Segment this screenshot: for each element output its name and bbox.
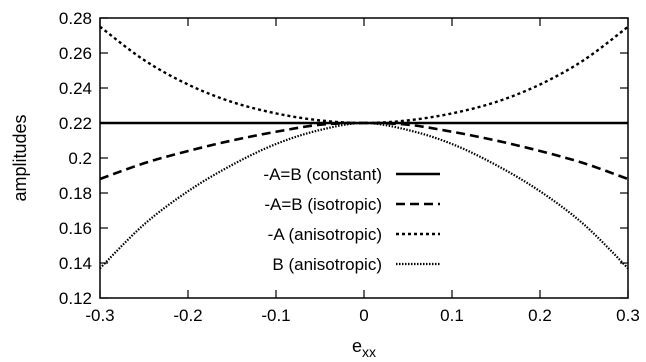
x-tick-label: 0.2: [528, 306, 552, 325]
series-line-4: [99, 121, 629, 270]
y-tick-label: 0.26: [59, 44, 92, 63]
x-tick-label: -0.1: [261, 306, 290, 325]
legend: -A=B (constant) -A=B (isotropic) -A (aniso…: [263, 165, 440, 274]
y-tick-label: 0.16: [59, 219, 92, 238]
series-group: [99, 25, 629, 270]
y-tick-label: 0.18: [59, 184, 92, 203]
y-tick-label: 0.28: [59, 9, 92, 28]
y-axis-label: amplitudes: [10, 114, 30, 201]
x-axis-label-main: e: [352, 336, 362, 356]
y-tick-label: 0.2: [68, 149, 92, 168]
legend-label: -A=B (constant): [263, 165, 382, 184]
x-tick-label: -0.2: [173, 306, 202, 325]
ticks: -0.3 -0.2 -0.1 0 0.1 0.2 0.3 0.12 0.14 0.16 0.18 0.…: [59, 9, 640, 325]
y-tick-label: 0.24: [59, 79, 92, 98]
x-axis-label: exx: [352, 336, 376, 360]
y-tick-label: 0.12: [59, 289, 92, 308]
x-tick-label: 0.3: [616, 306, 640, 325]
series-line-3: [99, 25, 629, 125]
y-tick-label: 0.14: [59, 254, 92, 273]
x-tick-label: -0.3: [85, 306, 114, 325]
legend-label: -A=B (isotropic): [264, 195, 382, 214]
y-tick-label: 0.22: [59, 114, 92, 133]
x-tick-label: 0.1: [440, 306, 464, 325]
series-line-2: [99, 121, 629, 181]
x-axis-label-subscript: xx: [362, 344, 376, 360]
x-tick-label: 0: [359, 306, 368, 325]
legend-label: B (anisotropic): [272, 255, 382, 274]
legend-label: -A (anisotropic): [268, 225, 382, 244]
